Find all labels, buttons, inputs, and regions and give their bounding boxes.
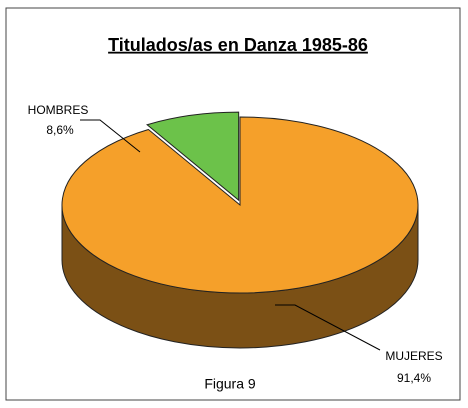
value-label: 91,4% <box>397 371 431 385</box>
leader-line <box>275 304 381 351</box>
category-label: MUJERES <box>385 349 442 363</box>
annotation: Figura 9 <box>204 376 256 392</box>
pie-slice <box>146 111 240 202</box>
pie-slice <box>61 116 419 294</box>
leader-line <box>80 119 141 153</box>
value-label: 8,6% <box>46 123 74 137</box>
chart-title: Titulados/as en Danza 1985-86 <box>108 35 368 55</box>
category-label: HOMBRES <box>28 103 89 117</box>
